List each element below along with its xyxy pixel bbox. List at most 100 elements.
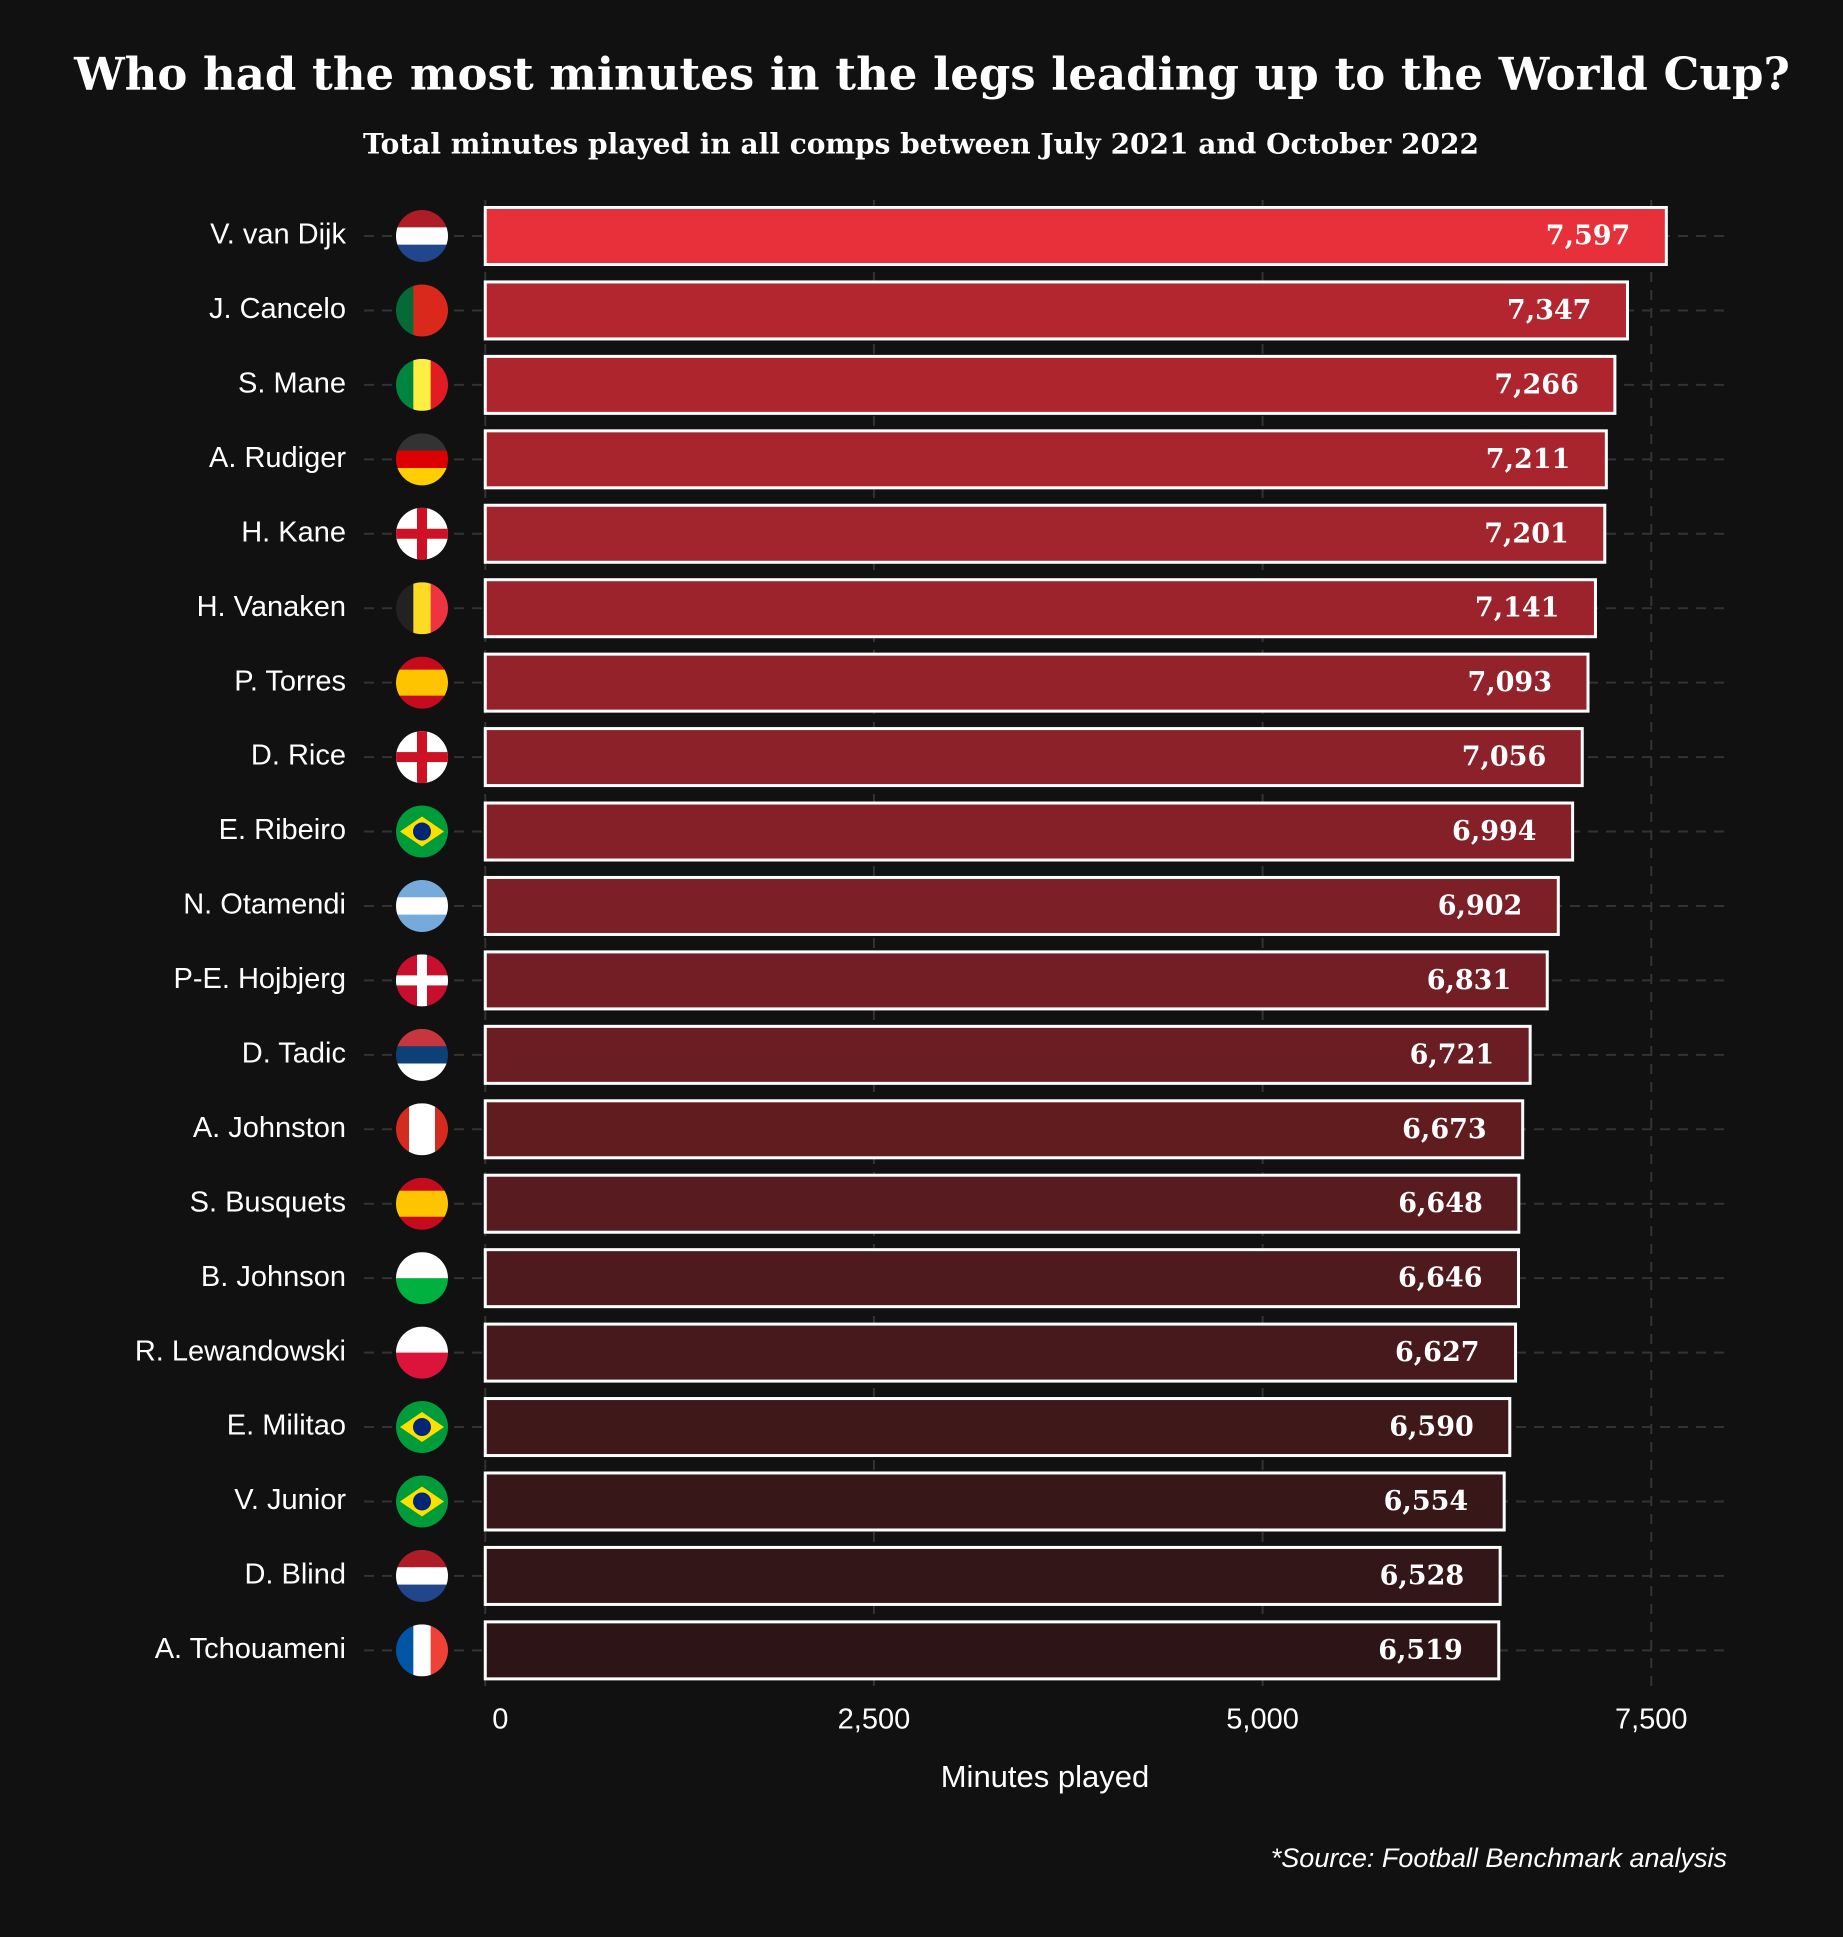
flag-stripe (396, 1584, 448, 1602)
bar (483, 1173, 1521, 1234)
flag-icon (396, 507, 448, 560)
bar (483, 727, 1584, 788)
value-label: 7,093 (1467, 667, 1552, 698)
value-label: 7,211 (1486, 444, 1571, 475)
value-label: 6,721 (1410, 1039, 1495, 1070)
flag-stripe (396, 358, 414, 411)
value-label: 7,141 (1475, 593, 1560, 624)
flag-icon (396, 1475, 448, 1528)
bar (483, 1545, 1502, 1606)
value-label: 6,648 (1398, 1188, 1483, 1219)
flag-stripe (430, 1624, 448, 1677)
flag-stripe (396, 1190, 448, 1205)
flag-icon (396, 1401, 448, 1454)
y-tick-label: A. Johnston (193, 1112, 346, 1144)
flag-stripe (413, 358, 432, 411)
value-label: 6,646 (1398, 1263, 1483, 1294)
flag-icon (396, 1326, 448, 1379)
flag-icon (396, 731, 448, 784)
y-tick-label: N. Otamendi (183, 889, 346, 921)
bar (483, 1024, 1532, 1085)
y-tick-label: D. Tadic (242, 1037, 346, 1069)
value-label: 6,994 (1452, 816, 1537, 847)
bar (483, 1397, 1512, 1458)
flag-icon (396, 656, 448, 709)
flag-icon (396, 1103, 448, 1156)
flag-stripe (396, 914, 448, 932)
y-tick-label: R. Lewandowski (135, 1335, 346, 1367)
flag-stripe (413, 1624, 432, 1677)
flag-stripe (396, 244, 448, 262)
y-tick-label: E. Ribeiro (219, 814, 346, 846)
flag-stripe (396, 1567, 448, 1586)
x-tick-label: 0 (492, 1704, 508, 1736)
y-tick-label: S. Mane (238, 368, 346, 400)
value-label: 6,627 (1395, 1337, 1480, 1368)
bar (483, 206, 1668, 266)
flag-stripe (396, 1252, 448, 1279)
x-tick-label: 2,500 (838, 1704, 911, 1736)
flag-icon (396, 954, 448, 1007)
flag-icon (396, 582, 448, 635)
flag-cross (417, 507, 427, 560)
flag-stripe (396, 467, 448, 486)
flag-stripe (396, 695, 448, 709)
flag-icon (396, 1624, 448, 1677)
chart-title: Who had the most minutes in the legs lea… (73, 48, 1790, 101)
value-label: 7,266 (1494, 369, 1579, 400)
flag-stripe (413, 582, 432, 635)
bar (483, 578, 1597, 639)
flag-cross (417, 731, 427, 784)
flag-globe (413, 1492, 431, 1511)
source-note: *Source: Football Benchmark analysis (1271, 1843, 1727, 1873)
flag-icon (396, 210, 448, 262)
flag-stripe (396, 1352, 448, 1379)
bar (483, 652, 1590, 713)
flag-stripe (396, 656, 448, 671)
flag-globe (413, 822, 431, 841)
flag-stripe (396, 1278, 448, 1305)
y-tick-label: P. Torres (234, 665, 346, 697)
flag-stripe (396, 1203, 448, 1218)
flag-stripe (430, 284, 448, 337)
flag-stripe (396, 1549, 448, 1568)
value-label: 6,831 (1427, 965, 1512, 996)
flag-icon (396, 358, 448, 411)
y-tick-label: H. Kane (241, 516, 346, 548)
flag-stripe (396, 1216, 448, 1230)
value-label: 7,597 (1546, 221, 1631, 252)
y-tick-label: E. Militao (227, 1410, 346, 1442)
flag-icon (396, 1028, 448, 1081)
flag-icon (396, 805, 448, 858)
flag-stripe (396, 897, 448, 916)
chart-subtitle: Total minutes played in all comps betwee… (363, 128, 1479, 161)
x-tick-label: 7,500 (1615, 1704, 1688, 1736)
flag-stripe (396, 669, 448, 684)
bar (483, 429, 1608, 490)
flag-stripe (435, 1103, 448, 1156)
y-tick-label: H. Vanaken (197, 591, 346, 623)
flag-stripe (396, 879, 448, 898)
flag-stripe (396, 284, 414, 337)
y-tick-label: A. Tchouameni (155, 1633, 346, 1665)
flag-stripe (396, 682, 448, 697)
y-tick-label: P-E. Hojbjerg (174, 963, 346, 995)
flag-stripe (396, 1063, 448, 1081)
flag-stripe (413, 284, 432, 337)
flag-stripe (396, 227, 448, 246)
flag-stripe (409, 1103, 423, 1156)
value-label: 6,528 (1380, 1560, 1465, 1591)
y-tick-label: D. Blind (244, 1559, 346, 1591)
bar (483, 1322, 1518, 1383)
flag-stripe (430, 358, 448, 411)
flag-stripe (396, 450, 448, 469)
value-label: 7,056 (1462, 742, 1547, 773)
y-tick-label: J. Cancelo (209, 293, 346, 325)
y-tick-label: V. Junior (234, 1484, 346, 1516)
y-tick-label: S. Busquets (190, 1186, 346, 1218)
flag-stripe (396, 210, 448, 228)
value-label: 6,673 (1402, 1114, 1487, 1145)
flag-stripe (396, 433, 448, 452)
x-axis-label: Minutes played (941, 1759, 1150, 1794)
